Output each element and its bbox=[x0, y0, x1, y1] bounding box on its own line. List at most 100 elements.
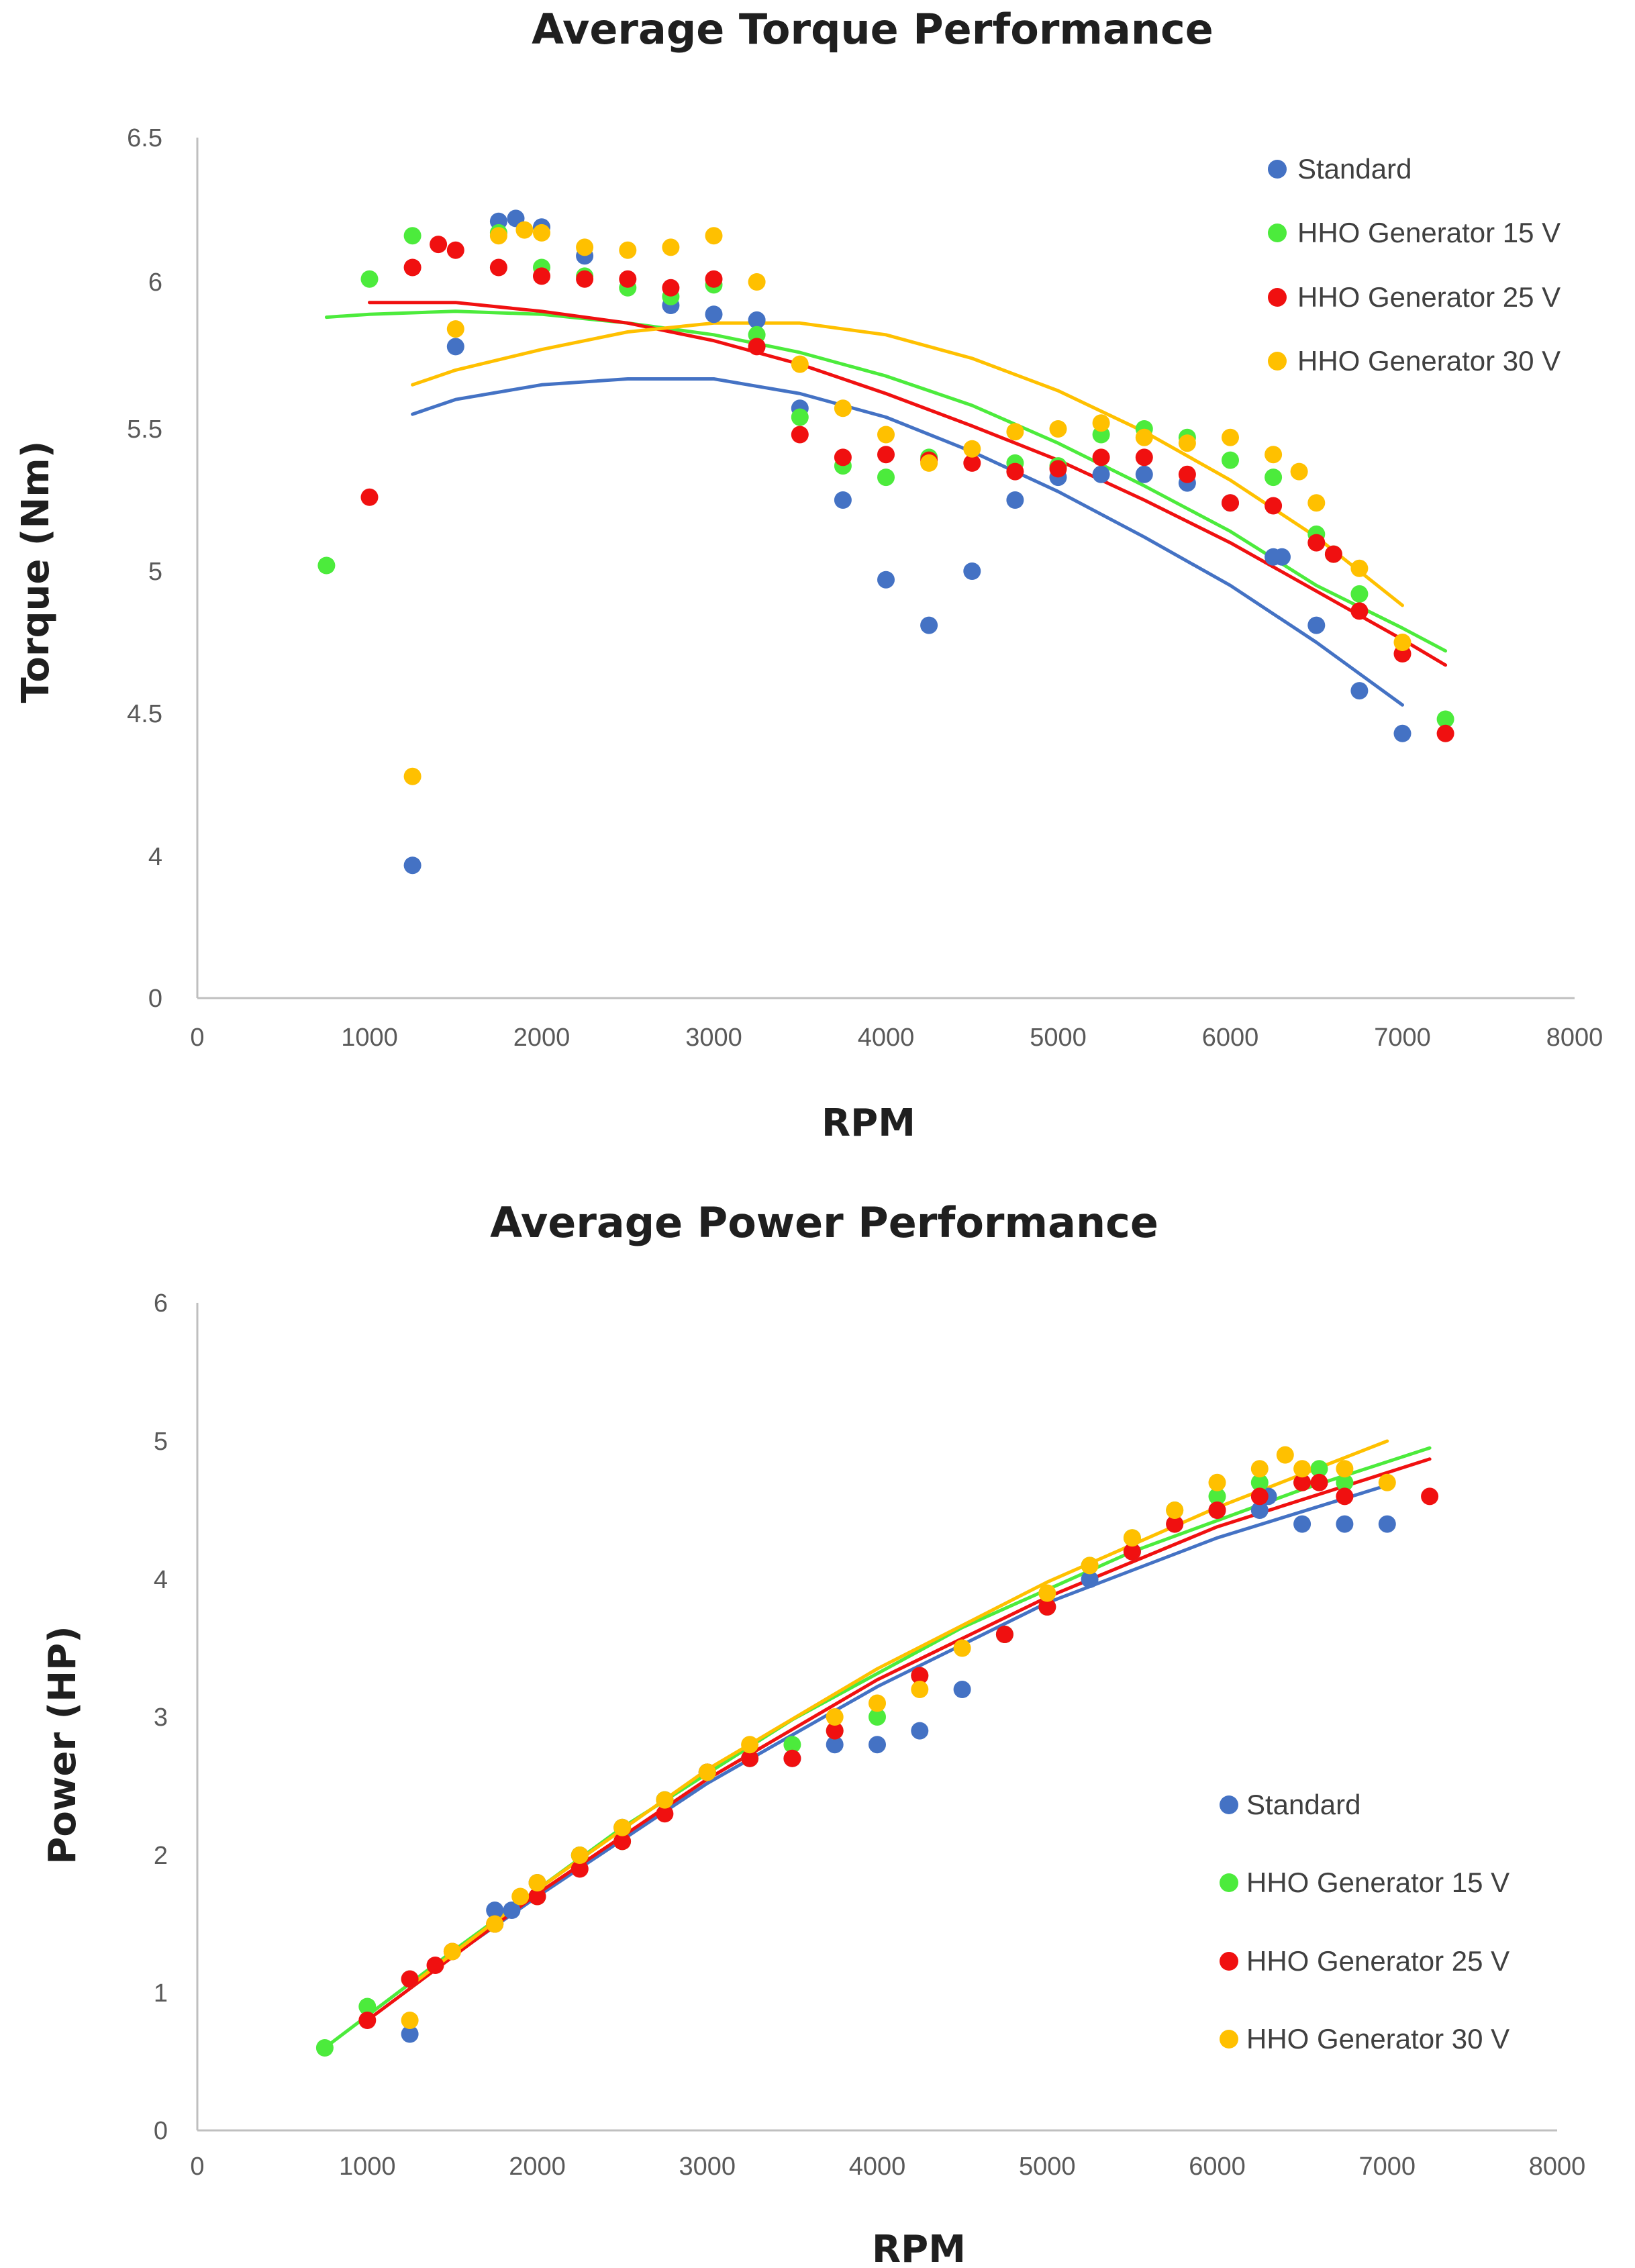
y-tick-label: 5 bbox=[148, 558, 162, 586]
point-hho-25v bbox=[619, 270, 637, 288]
legend-marker-hho-30v bbox=[1220, 2030, 1238, 2049]
point-hho-25v bbox=[656, 1805, 674, 1823]
legend-label-hho-15v: HHO Generator 15 V bbox=[1297, 217, 1560, 248]
x-tick-label: 8000 bbox=[1546, 1024, 1603, 1052]
y-tick-label: 3 bbox=[154, 1704, 168, 1732]
point-hho-30v bbox=[401, 2012, 419, 2029]
point-standard bbox=[705, 305, 723, 324]
y-tick-label: 0 bbox=[148, 985, 162, 1013]
point-hho-30v bbox=[571, 1846, 589, 1864]
point-hho-25v bbox=[834, 448, 852, 466]
point-hho-30v bbox=[877, 426, 895, 444]
point-standard bbox=[963, 562, 981, 580]
point-standard bbox=[1250, 1501, 1269, 1519]
point-standard bbox=[1293, 1515, 1311, 1533]
point-hho-25v bbox=[1166, 1515, 1184, 1533]
legend-marker-hho-30v bbox=[1268, 352, 1287, 371]
point-hho-30v bbox=[1135, 428, 1153, 446]
point-hho-30v bbox=[1178, 434, 1196, 452]
legend-marker-hho-15v bbox=[1220, 1873, 1238, 1892]
point-hho-30v bbox=[748, 273, 766, 291]
point-hho-25v bbox=[1436, 724, 1454, 742]
point-hho-30v bbox=[1378, 1473, 1396, 1491]
y-axis-title: Power (HP) bbox=[41, 1626, 85, 1864]
point-hho-30v bbox=[613, 1818, 632, 1836]
point-standard bbox=[403, 856, 422, 875]
y-tick-label: 6 bbox=[154, 1289, 168, 1318]
point-hho-30v bbox=[911, 1681, 929, 1698]
x-tick-label: 0 bbox=[190, 2153, 204, 2181]
x-tick-label: 6000 bbox=[1202, 1024, 1259, 1052]
point-hho-30v bbox=[1265, 446, 1283, 464]
point-standard bbox=[486, 1902, 504, 1919]
x-axis-title: RPM bbox=[872, 2228, 966, 2268]
point-hho-25v bbox=[571, 1860, 589, 1878]
point-hho-30v bbox=[403, 767, 422, 785]
point-hho-25v bbox=[705, 270, 723, 288]
point-hho-30v bbox=[741, 1736, 759, 1754]
point-hho-30v bbox=[920, 454, 938, 472]
point-hho-25v bbox=[791, 426, 809, 444]
legend-label-hho-25v: HHO Generator 25 V bbox=[1297, 281, 1560, 313]
point-standard bbox=[1378, 1515, 1396, 1533]
point-hho-25v bbox=[1307, 534, 1326, 552]
point-hho-30v bbox=[1336, 1460, 1354, 1478]
x-tick-label: 3000 bbox=[685, 1024, 742, 1052]
y-tick-label: 5.5 bbox=[127, 415, 162, 444]
x-tick-label: 4000 bbox=[849, 2153, 906, 2181]
point-standard bbox=[953, 1681, 971, 1698]
point-hho-30v bbox=[619, 241, 637, 259]
point-hho-30v bbox=[656, 1791, 674, 1809]
point-hho-30v bbox=[1208, 1473, 1226, 1491]
point-hho-25v bbox=[995, 1626, 1013, 1643]
point-hho-30v bbox=[662, 238, 680, 256]
torque-chart: Average Torque Performance RPM Torque (N… bbox=[14, 5, 1603, 1141]
point-hho-25v bbox=[1135, 448, 1153, 466]
x-tick-label: 5000 bbox=[1019, 2153, 1076, 2181]
point-hho-25v bbox=[1324, 545, 1342, 563]
y-tick-label: 5 bbox=[154, 1428, 168, 1456]
x-tick-label: 2000 bbox=[509, 2153, 566, 2181]
point-standard bbox=[834, 491, 852, 509]
x-tick-label: 4000 bbox=[858, 1024, 915, 1052]
point-hho-25v bbox=[1123, 1542, 1141, 1561]
trendline-hho-25v bbox=[365, 1457, 1432, 2022]
point-hho-30v bbox=[1081, 1557, 1099, 1575]
point-hho-25v bbox=[430, 236, 448, 254]
point-hho-30v bbox=[705, 227, 723, 245]
y-tick-label: 0 bbox=[154, 2117, 168, 2145]
legend: Standard HHO Generator 15 V HHO Generato… bbox=[1268, 153, 1560, 377]
point-standard bbox=[1092, 465, 1110, 483]
x-tick-label: 0 bbox=[190, 1024, 204, 1052]
point-hho-25v bbox=[741, 1749, 759, 1767]
legend-label-standard: Standard bbox=[1246, 1789, 1360, 1820]
point-hho-30v bbox=[446, 320, 464, 338]
point-hho-30v bbox=[511, 1887, 530, 1906]
point-standard bbox=[1336, 1515, 1354, 1533]
point-hho-25v bbox=[1178, 465, 1196, 483]
point-hho-15v bbox=[315, 2039, 334, 2057]
y-tick-label: 4.5 bbox=[127, 700, 162, 728]
trendline-hho-15v bbox=[324, 309, 1448, 653]
legend-label-hho-30v: HHO Generator 30 V bbox=[1297, 345, 1560, 377]
point-hho-30v bbox=[515, 221, 534, 239]
point-hho-30v bbox=[1307, 494, 1326, 512]
x-tick-labels: 0 1000 2000 3000 4000 5000 6000 7000 8000 bbox=[190, 1024, 1603, 1052]
point-hho-30v bbox=[834, 399, 852, 417]
point-hho-25v bbox=[911, 1667, 929, 1685]
power-chart: Average Power Performance RPM Power (HP)… bbox=[41, 1198, 1585, 2268]
point-hho-25v bbox=[426, 1957, 444, 1974]
point-standard bbox=[826, 1736, 844, 1754]
point-standard bbox=[446, 338, 464, 356]
point-hho-15v bbox=[1222, 451, 1239, 469]
point-hho-30v bbox=[1222, 428, 1239, 446]
x-tick-labels: 0 1000 2000 3000 4000 5000 6000 7000 8000 bbox=[190, 2153, 1585, 2181]
point-hho-30v bbox=[791, 355, 809, 373]
trendline-hho-30v bbox=[408, 1439, 1389, 1988]
point-hho-25v bbox=[748, 338, 766, 356]
y-tick-label: 6 bbox=[148, 268, 162, 297]
x-tick-label: 3000 bbox=[679, 2153, 736, 2181]
point-hho-30v bbox=[1123, 1529, 1141, 1547]
point-hho-15v bbox=[403, 227, 422, 245]
point-hho-25v bbox=[1421, 1487, 1439, 1506]
